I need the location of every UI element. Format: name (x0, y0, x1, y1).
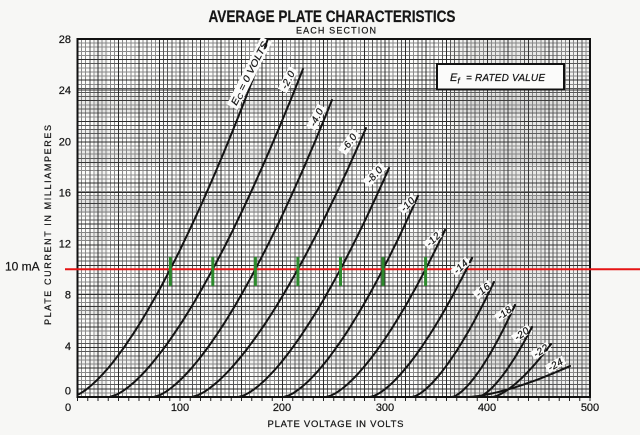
svg-text:28: 28 (59, 34, 71, 46)
svg-text:E: E (450, 72, 458, 84)
svg-text:0: 0 (65, 402, 71, 414)
svg-text:0: 0 (65, 386, 71, 398)
svg-text:100: 100 (171, 402, 189, 414)
svg-text:PLATE VOLTAGE IN VOLTS: PLATE VOLTAGE IN VOLTS (268, 419, 404, 430)
svg-text:200: 200 (273, 402, 291, 414)
svg-text:PLATE CURRENT IN MILLIAMPERES: PLATE CURRENT IN MILLIAMPERES (43, 125, 53, 325)
svg-text:4: 4 (65, 341, 71, 353)
svg-text:8: 8 (65, 290, 71, 302)
svg-text:10 mA: 10 mA (5, 260, 40, 274)
svg-text:16: 16 (59, 187, 71, 199)
svg-text:= RATED VALUE: = RATED VALUE (466, 73, 545, 84)
svg-text:AVERAGE PLATE CHARACTERISTICS: AVERAGE PLATE CHARACTERISTICS (209, 8, 456, 26)
svg-text:400: 400 (478, 402, 496, 414)
svg-text:24: 24 (59, 85, 71, 97)
svg-text:300: 300 (376, 402, 394, 414)
svg-text:EACH SECTION: EACH SECTION (296, 26, 376, 36)
svg-text:f: f (458, 77, 461, 86)
svg-text:20: 20 (59, 136, 71, 148)
svg-text:500: 500 (581, 402, 599, 414)
svg-text:12: 12 (59, 239, 71, 251)
